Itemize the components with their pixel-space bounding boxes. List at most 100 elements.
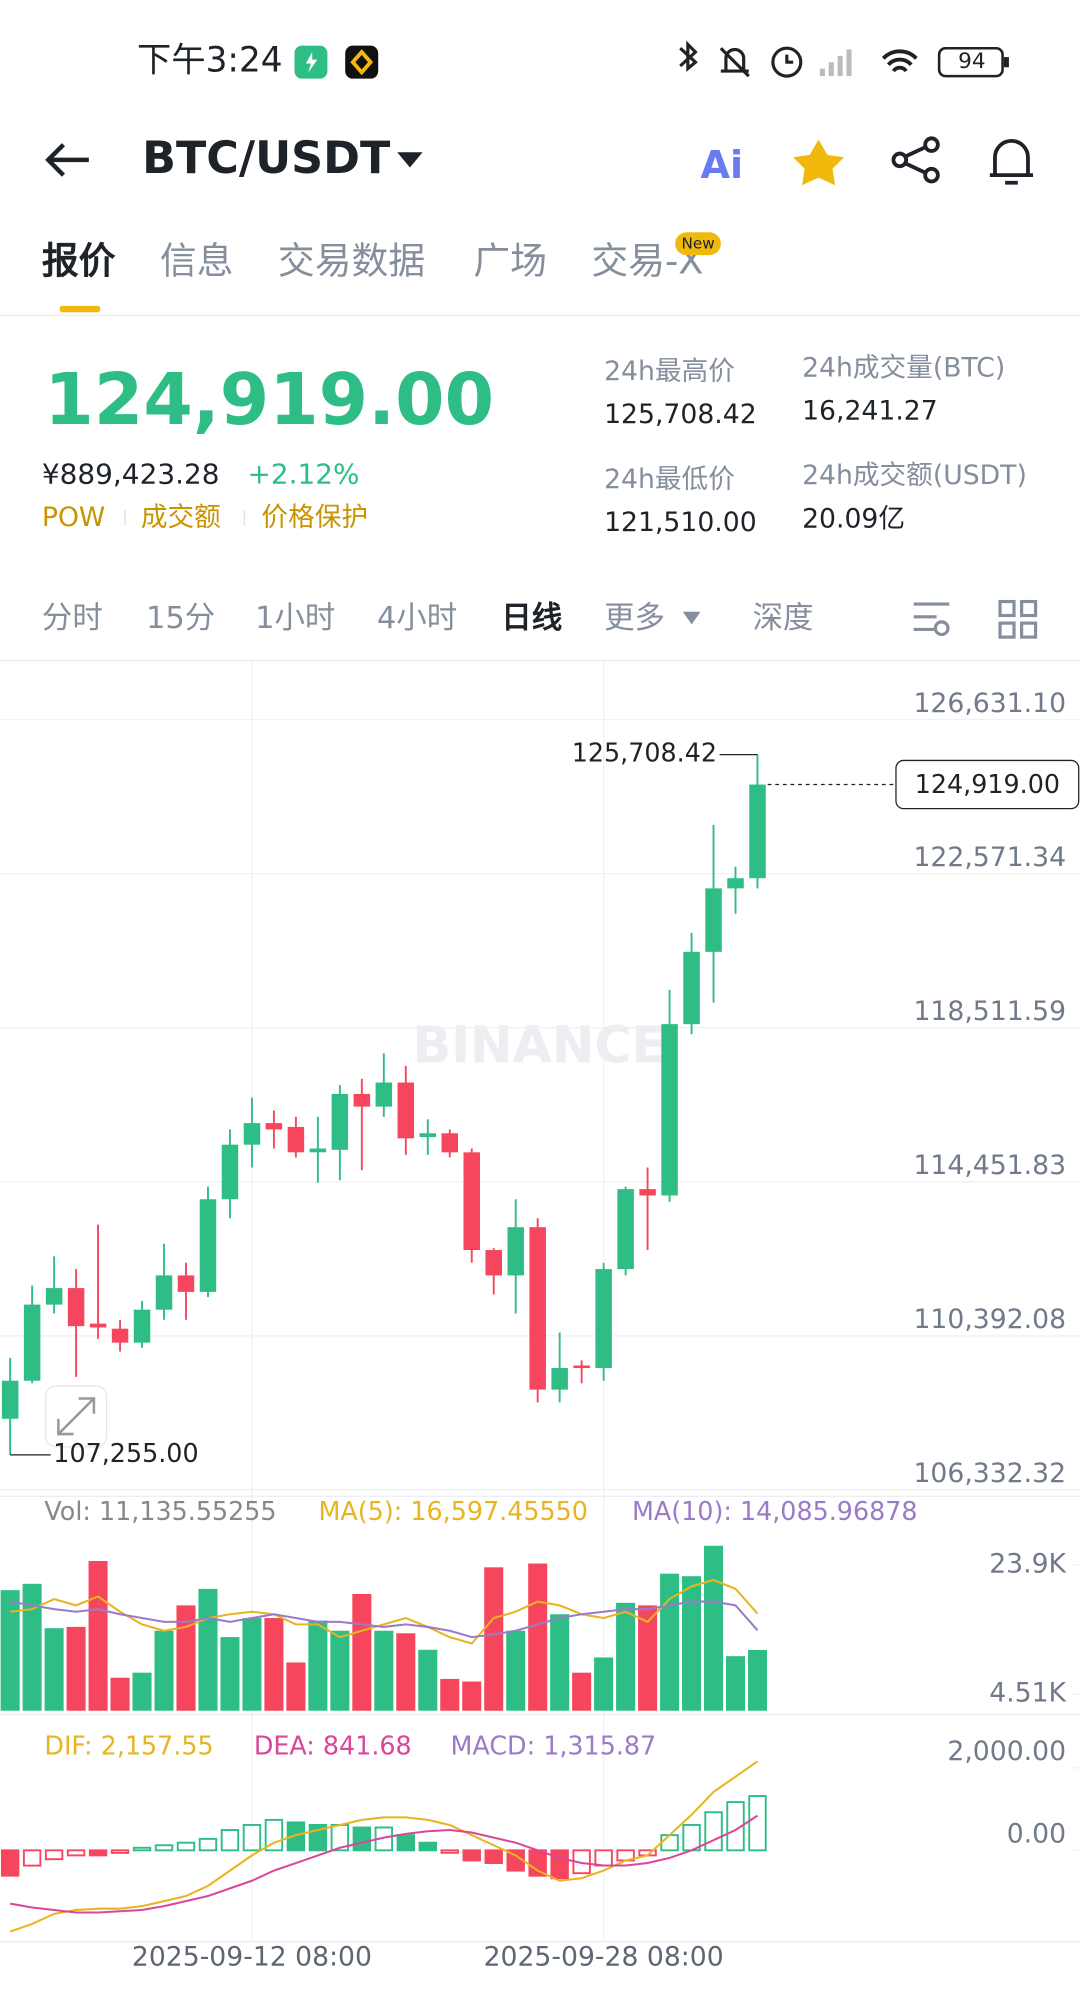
interval[interactable]: 1小时 (255, 600, 336, 636)
cny-price: ¥889,423.28 (41, 459, 220, 492)
expand-button[interactable] (45, 1385, 108, 1448)
macd-bar (242, 1824, 262, 1852)
divider (0, 314, 1080, 317)
volume-bar (352, 1593, 372, 1711)
y-tick-label: 114,451.83 (913, 1150, 1066, 1181)
candle-body (67, 1288, 85, 1327)
volume-bar (176, 1605, 196, 1711)
interval[interactable]: 日线 (501, 600, 563, 636)
legend-entry: DIF: 2,157.55 (44, 1731, 213, 1761)
macd-bar (286, 1821, 306, 1852)
volume-bar (660, 1573, 680, 1711)
tab[interactable]: 交易数据 (277, 239, 426, 283)
macd-line (9, 1814, 759, 1914)
volume-bar (220, 1637, 240, 1711)
back-button[interactable] (43, 137, 94, 183)
stat-value: 16,241.27 (802, 395, 938, 426)
tag-separator (243, 510, 245, 526)
candle-body (287, 1126, 305, 1153)
tag-separator (124, 510, 126, 526)
header-actions[interactable]: Ai (695, 132, 1050, 190)
macd-bar (264, 1818, 284, 1852)
interval[interactable]: 4小时 (376, 600, 458, 636)
volume-bar (418, 1649, 438, 1711)
tag[interactable]: 成交额 (140, 501, 221, 533)
y-tick-label: 122,571.34 (913, 842, 1066, 873)
pair-dropdown[interactable] (396, 150, 424, 170)
divider (0, 659, 1080, 662)
legend-entry: MA(10): 14,085.96878 (632, 1496, 918, 1526)
tag[interactable]: 价格保护 (261, 501, 369, 533)
macd-bar (66, 1849, 86, 1857)
volume-bar (506, 1630, 526, 1711)
stat-label: 24h成交量(BTC) (802, 352, 1006, 383)
tab[interactable]: 信息 (159, 239, 234, 283)
candle-body (133, 1309, 151, 1343)
volume-bar (66, 1626, 86, 1711)
candle-body (243, 1123, 261, 1145)
candle-body (485, 1250, 502, 1276)
candle-body (111, 1328, 129, 1343)
stat-value: 121,510.00 (604, 507, 757, 538)
macd-bar (704, 1811, 723, 1852)
volume-bar (704, 1545, 724, 1711)
legend-entry: MA(5): 16,597.45550 (319, 1496, 588, 1526)
volume-bar (572, 1672, 592, 1711)
macd-bar (154, 1844, 174, 1852)
candle-body (749, 784, 766, 879)
candle-body (309, 1148, 327, 1153)
status-time: 下午3:24 (137, 41, 283, 81)
candle-body (617, 1189, 634, 1270)
macd-bar (44, 1849, 64, 1861)
volume-bar (0, 1590, 20, 1711)
macd-bar (682, 1824, 701, 1852)
volume-bar (198, 1588, 218, 1711)
volume-bar (132, 1672, 152, 1711)
macd-bar (748, 1795, 767, 1852)
y-tick-label: 2,000.00 (947, 1736, 1066, 1767)
more-dropdown[interactable] (682, 610, 702, 625)
interval[interactable]: 深度 (752, 600, 814, 636)
macd-bar (550, 1849, 569, 1880)
low-label: 107,255.00 (53, 1438, 198, 1468)
candle-body (705, 888, 722, 952)
macd-bar (726, 1801, 745, 1852)
volume-bar (616, 1602, 636, 1711)
tab-indicator (59, 305, 101, 313)
candle-body (23, 1304, 41, 1381)
tag[interactable]: POW (41, 501, 106, 533)
candle-body (683, 951, 700, 1025)
tab[interactable]: 广场 (473, 239, 547, 283)
candle-body (375, 1082, 393, 1107)
tab[interactable]: 报价 (41, 239, 116, 283)
interval[interactable]: 15分 (145, 600, 216, 636)
legend-entry: Vol: 11,135.55255 (44, 1496, 276, 1526)
stat-label: 24h最高价 (604, 355, 735, 387)
candle-body (463, 1152, 480, 1251)
interval[interactable]: 更多 (604, 600, 666, 636)
candle-body (221, 1144, 239, 1200)
pair-title[interactable]: BTC/USDT (142, 133, 391, 185)
stat-value: 20.09亿 (802, 503, 906, 534)
candle-body (573, 1365, 590, 1369)
volume-bar (396, 1633, 416, 1711)
candle-body (331, 1093, 349, 1150)
ma-line (9, 1600, 759, 1639)
system-icons (679, 40, 1009, 78)
chart-settings[interactable] (909, 596, 1049, 642)
volume-bar (88, 1560, 108, 1711)
macd-bar (528, 1849, 547, 1877)
interval[interactable]: 分时 (41, 600, 103, 636)
macd-bar (484, 1849, 503, 1864)
y-tick-label: 4.51K (989, 1678, 1067, 1709)
volume-bar (286, 1662, 306, 1711)
volume-bar (110, 1677, 130, 1711)
volume-bar (638, 1605, 658, 1711)
y-tick-label: 0.00 (1007, 1819, 1066, 1850)
macd-bar (418, 1841, 437, 1852)
macd-bar (396, 1834, 416, 1852)
volume-bar (22, 1583, 42, 1711)
stat-label: 24h最低价 (604, 463, 735, 495)
new-badge: New (675, 232, 722, 256)
